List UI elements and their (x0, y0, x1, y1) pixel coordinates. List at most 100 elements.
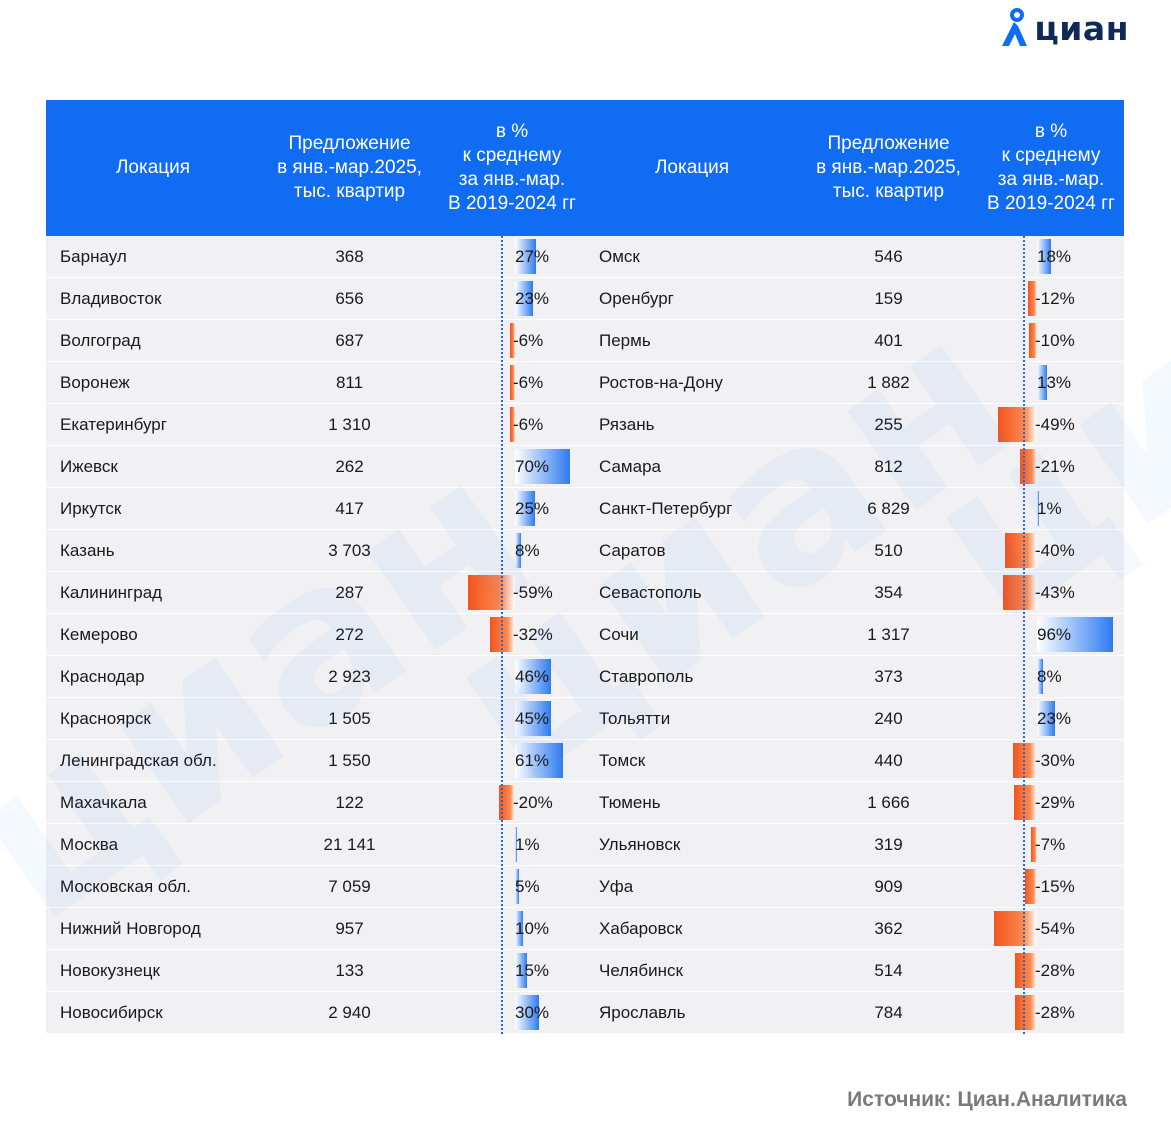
percent-label: -6% (513, 373, 544, 392)
positive-bar (1037, 365, 1048, 400)
negative-bar (1014, 995, 1037, 1030)
offer-cell: 287 (335, 582, 364, 602)
negative-bar (1025, 869, 1037, 904)
positive-bar (515, 239, 537, 274)
percent-label: -40% (1035, 541, 1075, 560)
header-percent-right: в % к среднему за янв.-мар. В 2019-2024 … (978, 100, 1124, 236)
positive-bar (1037, 239, 1052, 274)
negative-bar (1027, 281, 1037, 316)
offer-cell: 546 (874, 246, 903, 266)
negative-bar (1014, 953, 1037, 988)
table-row: Махачкала 122 -20% (46, 782, 585, 824)
location-cell: Махачкала (60, 792, 147, 812)
offer-cell: 255 (874, 414, 903, 434)
header-percent-line: к среднему (1001, 145, 1101, 166)
table-row: Кемерово 272 -32% (46, 614, 585, 656)
brand-name: циан (1034, 8, 1129, 48)
percent-cell: -54% (978, 908, 1124, 949)
percent-cell: -32% (439, 614, 585, 655)
percent-label: 1% (1037, 499, 1062, 518)
offer-cell: 2 923 (328, 666, 371, 686)
offer-cell: 401 (874, 330, 903, 350)
offer-cell: 957 (335, 918, 364, 938)
table-header: Локация Предложение в янв.-мар.2025, тыс… (46, 100, 1124, 236)
positive-bar (1037, 659, 1044, 694)
location-cell: Московская обл. (60, 876, 191, 896)
location-cell: Красноярск (60, 708, 151, 728)
table-row: Омск 546 18% (585, 236, 1124, 278)
table-row: Ростов-на-Дону 1 882 13% (585, 362, 1124, 404)
positive-bar (515, 995, 539, 1030)
table-row: Челябинск 514 -28% (585, 950, 1124, 992)
negative-bar (468, 575, 515, 610)
percent-cell: -6% (439, 404, 585, 445)
percent-cell: 18% (978, 236, 1124, 277)
percent-label: -20% (513, 793, 553, 812)
table-row: Барнаул 368 27% (46, 236, 585, 278)
percent-cell: -15% (978, 866, 1124, 907)
table-row: Москва 21 141 1% (46, 824, 585, 866)
percent-cell: 45% (439, 698, 585, 739)
table-row: Воронеж 811 -6% (46, 362, 585, 404)
offer-cell: 373 (874, 666, 903, 686)
percent-label: -10% (1035, 331, 1075, 350)
table-row: Новосибирск 2 940 30% (46, 992, 585, 1034)
location-cell: Воронеж (60, 372, 130, 392)
percent-cell: 8% (978, 656, 1124, 697)
negative-bar (998, 407, 1037, 442)
offer-cell: 909 (874, 876, 903, 896)
table-left-half: Барнаул 368 27% Владивосток 656 23% Волгоград 6… (46, 236, 585, 1034)
offer-cell: 1 505 (328, 708, 371, 728)
table-row: Пермь 401 -10% (585, 320, 1124, 362)
offer-cell: 1 666 (867, 792, 910, 812)
location-cell: Кемерово (60, 624, 138, 644)
negative-bar (994, 911, 1037, 946)
location-cell: Калининград (60, 582, 163, 602)
offer-cell: 417 (335, 498, 364, 518)
location-cell: Пермь (599, 330, 651, 350)
table-row: Хабаровск 362 -54% (585, 908, 1124, 950)
positive-bar (1037, 617, 1113, 652)
percent-label: 5% (515, 877, 540, 896)
percent-cell: 61% (439, 740, 585, 781)
data-table: Локация Предложение в янв.-мар.2025, тыс… (46, 100, 1124, 1034)
header-offer-line: Предложение (827, 133, 950, 154)
header-offer-line: в янв.-мар.2025, (816, 157, 961, 178)
location-cell: Новокузнецк (60, 960, 160, 980)
offer-cell: 319 (874, 834, 903, 854)
offer-cell: 1 317 (867, 624, 910, 644)
offer-cell: 7 059 (328, 876, 371, 896)
location-cell: Омск (599, 246, 640, 266)
positive-bar (515, 281, 534, 316)
percent-label: -21% (1035, 457, 1075, 476)
location-cell: Ульяновск (599, 834, 681, 854)
location-cell: Нижний Новгород (60, 918, 201, 938)
percent-label: -12% (1035, 289, 1075, 308)
table-row: Томск 440 -30% (585, 740, 1124, 782)
percent-cell: 1% (978, 488, 1124, 529)
percent-cell: -12% (978, 278, 1124, 319)
table-row: Калининград 287 -59% (46, 572, 585, 614)
header-percent-line: в % (495, 121, 529, 142)
location-cell: Рязань (599, 414, 655, 434)
percent-cell: 70% (439, 446, 585, 487)
table-row: Уфа 909 -15% (585, 866, 1124, 908)
cian-logo: циан (998, 8, 1129, 48)
percent-cell: -10% (978, 320, 1124, 361)
percent-cell: -59% (439, 572, 585, 613)
location-cell: Сочи (599, 624, 639, 644)
location-cell: Ленинградская обл. (60, 750, 217, 770)
offer-cell: 133 (335, 960, 364, 980)
header-offer-left: Предложение в янв.-мар.2025, тыс. кварти… (260, 100, 439, 236)
header-percent-left: в % к среднему за янв.-мар. В 2019-2024 … (439, 100, 585, 236)
location-cell: Новосибирск (60, 1002, 163, 1022)
offer-cell: 159 (874, 288, 903, 308)
percent-label: 61% (515, 751, 550, 770)
percent-cell: 27% (439, 236, 585, 277)
percent-label: 45% (515, 709, 550, 728)
offer-cell: 240 (874, 708, 903, 728)
percent-label: -15% (1035, 877, 1075, 896)
positive-bar (515, 659, 552, 694)
table-row: Рязань 255 -49% (585, 404, 1124, 446)
percent-cell: -21% (978, 446, 1124, 487)
